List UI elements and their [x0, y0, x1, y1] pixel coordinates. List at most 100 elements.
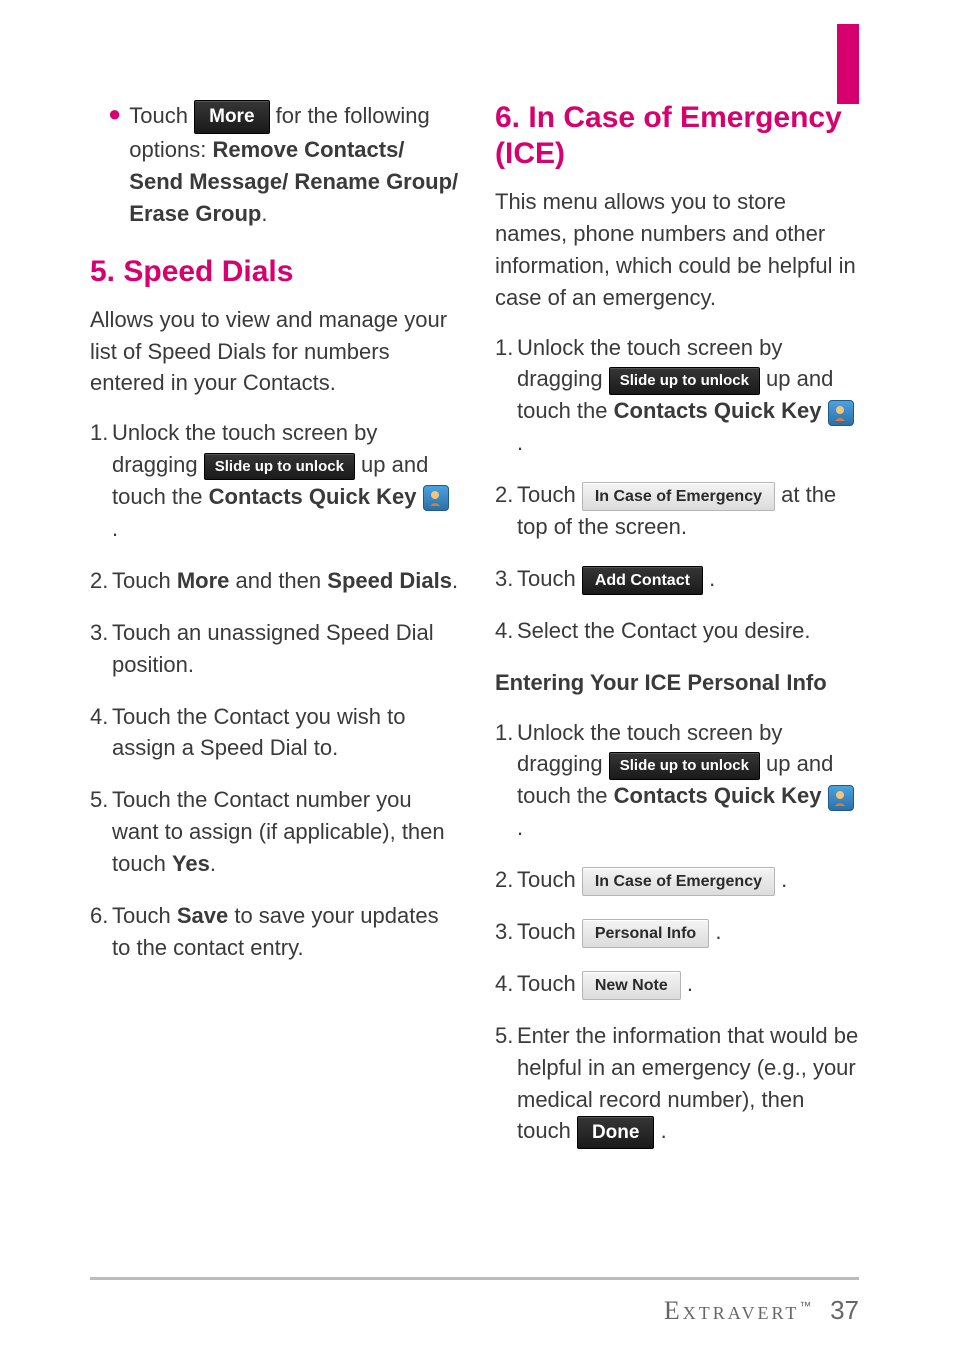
step-number: 2. [495, 479, 517, 543]
step-body: Touch the Contact you wish to assign a S… [112, 701, 459, 765]
page-content: ● Touch More for the following options: … [0, 0, 954, 1169]
trademark-symbol: ™ [799, 1299, 811, 1313]
text: Touch [517, 482, 582, 507]
step-body: Touch an unassigned Speed Dial position. [112, 617, 459, 681]
list-item: 5. Enter the information that would be h… [495, 1020, 864, 1150]
text: Touch the Contact number you want to ass… [112, 787, 445, 876]
step-body: Unlock the touch screen by dragging Slid… [112, 417, 459, 545]
slide-to-unlock-button: Slide up to unlock [609, 752, 760, 780]
contacts-quick-key-label: Contacts Quick Key [614, 398, 822, 423]
section-tab-marker [837, 24, 859, 104]
speed-dials-label: Speed Dials [327, 568, 452, 593]
text: Touch [517, 566, 582, 591]
footer-text: Extravert™ 37 [90, 1292, 859, 1330]
left-column: ● Touch More for the following options: … [90, 100, 459, 1169]
step-number: 4. [495, 615, 517, 647]
step-body: Touch In Case of Emergency at the top of… [517, 479, 864, 543]
list-item: 4. Touch New Note . [495, 968, 864, 1000]
text: Touch [517, 867, 582, 892]
page-footer: Extravert™ 37 [90, 1277, 859, 1330]
text: Touch [517, 919, 582, 944]
list-item: 2. Touch More and then Speed Dials. [90, 565, 459, 597]
text: . [715, 919, 721, 944]
step-number: 2. [495, 864, 517, 896]
personal-info-button: Personal Info [582, 919, 709, 948]
text: Touch [129, 103, 194, 128]
step-number: 5. [90, 784, 112, 880]
step-body: Touch New Note . [517, 968, 864, 1000]
list-item: 4. Touch the Contact you wish to assign … [90, 701, 459, 765]
text: Touch [517, 971, 582, 996]
step-number: 3. [90, 617, 112, 681]
bullet-text: Touch More for the following options: Re… [129, 100, 459, 230]
text: . [112, 516, 118, 541]
step-body: Enter the information that would be help… [517, 1020, 864, 1150]
ice-button: In Case of Emergency [582, 482, 775, 511]
done-button: Done [577, 1116, 655, 1150]
step-number: 6. [90, 900, 112, 964]
step-body: Select the Contact you desire. [517, 615, 864, 647]
contacts-quick-key-label: Contacts Quick Key [209, 484, 417, 509]
brand-name: Extravert [664, 1296, 799, 1325]
list-item: 4. Select the Contact you desire. [495, 615, 864, 647]
text: . [781, 867, 787, 892]
section-5-heading: 5. Speed Dials [90, 254, 459, 290]
step-number: 4. [495, 968, 517, 1000]
list-item: 1. Unlock the touch screen by dragging S… [495, 332, 864, 460]
contacts-quick-key-label: Contacts Quick Key [614, 783, 822, 808]
save-label: Save [177, 903, 228, 928]
text: . [517, 430, 523, 455]
step-number: 1. [495, 717, 517, 845]
step-body: Touch the Contact number you want to ass… [112, 784, 459, 880]
text: Enter the information that would be help… [517, 1023, 858, 1144]
step-number: 5. [495, 1020, 517, 1150]
list-item: 2. Touch In Case of Emergency . [495, 864, 864, 896]
text: . [517, 815, 523, 840]
bullet-dot-icon: ● [108, 100, 121, 230]
yes-label: Yes [172, 851, 210, 876]
list-item: 5. Touch the Contact number you want to … [90, 784, 459, 880]
slide-to-unlock-button: Slide up to unlock [609, 367, 760, 395]
list-item: 2. Touch In Case of Emergency at the top… [495, 479, 864, 543]
step-number: 4. [90, 701, 112, 765]
text: Touch [112, 903, 177, 928]
section-5-intro: Allows you to view and manage your list … [90, 304, 459, 400]
list-item: 1. Unlock the touch screen by dragging S… [90, 417, 459, 545]
step-number: 2. [90, 565, 112, 597]
step-body: Unlock the touch screen by dragging Slid… [517, 717, 864, 845]
contacts-icon [828, 400, 854, 426]
text: . [709, 566, 715, 591]
step-body: Touch Personal Info . [517, 916, 864, 948]
list-item: 3. Touch Add Contact . [495, 563, 864, 595]
text: and then [229, 568, 327, 593]
section-6-heading: 6. In Case of Emergency (ICE) [495, 100, 864, 172]
text: . [661, 1118, 667, 1143]
step-body: Touch Add Contact . [517, 563, 864, 595]
add-contact-button: Add Contact [582, 566, 703, 595]
more-button: More [194, 100, 269, 134]
page-number: 37 [830, 1295, 859, 1325]
text: . [261, 201, 267, 226]
text: Touch [112, 568, 177, 593]
step-body: Unlock the touch screen by dragging Slid… [517, 332, 864, 460]
footer-rule [90, 1277, 859, 1280]
bullet-item: ● Touch More for the following options: … [90, 100, 459, 230]
step-number: 1. [90, 417, 112, 545]
list-item: 3. Touch Personal Info . [495, 916, 864, 948]
slide-to-unlock-button: Slide up to unlock [204, 453, 355, 481]
step-body: Touch More and then Speed Dials. [112, 565, 459, 597]
step-number: 3. [495, 916, 517, 948]
new-note-button: New Note [582, 971, 681, 1000]
step-body: Touch Save to save your updates to the c… [112, 900, 459, 964]
contacts-icon [828, 785, 854, 811]
contacts-icon [423, 485, 449, 511]
list-item: 3. Touch an unassigned Speed Dial positi… [90, 617, 459, 681]
more-label: More [177, 568, 230, 593]
text: . [452, 568, 458, 593]
text: . [210, 851, 216, 876]
text: . [687, 971, 693, 996]
list-item: 1. Unlock the touch screen by dragging S… [495, 717, 864, 845]
ice-button: In Case of Emergency [582, 867, 775, 896]
section-6-intro: This menu allows you to store names, pho… [495, 186, 864, 314]
right-column: 6. In Case of Emergency (ICE) This menu … [495, 100, 864, 1169]
